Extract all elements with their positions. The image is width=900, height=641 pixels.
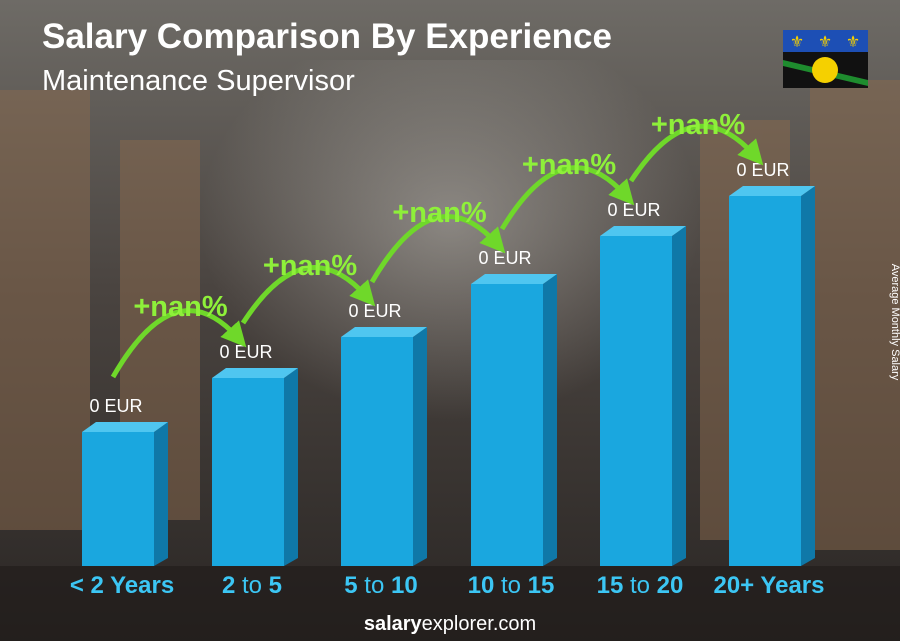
change-label: +nan%: [522, 149, 616, 181]
footer: salaryexplorer.com: [364, 613, 536, 635]
bar-front: [212, 378, 284, 566]
category-part: 20+ Years: [713, 572, 824, 599]
svg-text:⚜: ⚜: [818, 34, 832, 51]
category-part: 10: [468, 572, 495, 599]
category-part: 10: [391, 572, 418, 599]
value-label: 0 EUR: [736, 160, 789, 180]
category-label: 5 to 10: [344, 572, 417, 599]
value-label: 0 EUR: [348, 301, 401, 321]
category-part: to: [494, 572, 527, 599]
category-label: 10 to 15: [468, 572, 555, 599]
bar-top: [82, 422, 168, 432]
bar-front: [341, 337, 413, 566]
bar-front: [82, 432, 154, 566]
category-part: to: [358, 572, 391, 599]
value-label: 0 EUR: [607, 200, 660, 220]
svg-text:⚜: ⚜: [790, 34, 804, 51]
category-part: 15: [528, 572, 555, 599]
change-label: +nan%: [263, 250, 357, 282]
change-arrow: [369, 214, 506, 284]
category-part: 2: [222, 572, 235, 599]
change-label: +nan%: [651, 109, 745, 141]
flag: ⚜ ⚜ ⚜: [783, 30, 868, 88]
floor: [0, 566, 900, 641]
category-label: 20+ Years: [713, 572, 824, 599]
bar-top: [729, 186, 815, 196]
change-label: +nan%: [133, 291, 227, 323]
subtitle: Maintenance Supervisor: [42, 65, 355, 97]
bar-top: [600, 226, 686, 236]
category-label: < 2 Years: [70, 572, 174, 599]
category-label: 15 to 20: [597, 572, 684, 599]
category-part: 20: [657, 572, 684, 599]
bar-front: [471, 284, 543, 566]
bar-side: [543, 274, 557, 566]
bar-side: [154, 422, 168, 566]
bar-top: [212, 368, 298, 378]
footer-brand: salary: [364, 613, 423, 635]
category-part: 5: [269, 572, 282, 599]
category-label: 2 to 5: [222, 572, 282, 599]
axis-label: Average Monthly Salary: [889, 264, 900, 381]
bars: 0 EUR < 2 Years 0 EUR 2 to 5 0 EUR 5 to 10 0 E…: [70, 109, 825, 599]
change-arrow: [240, 264, 376, 325]
category-part: 15: [597, 572, 624, 599]
title: Salary Comparison By Experience: [42, 17, 612, 56]
value-label: 0 EUR: [219, 342, 272, 362]
change-label: +nan%: [392, 197, 486, 229]
change-arrow: [110, 308, 247, 379]
bar-side: [284, 368, 298, 566]
bar-top: [341, 327, 427, 337]
bar-front: [729, 196, 801, 566]
bar-side: [413, 327, 427, 566]
svg-text:⚜: ⚜: [846, 34, 860, 51]
category-part: < 2 Years: [70, 572, 174, 599]
bar-side: [672, 226, 686, 566]
category-part: to: [235, 572, 268, 599]
value-label: 0 EUR: [89, 396, 142, 416]
category-part: to: [623, 572, 656, 599]
change-arrow: [628, 123, 764, 183]
value-label: 0 EUR: [478, 248, 531, 268]
change-arrow: [499, 165, 635, 231]
bar-front: [600, 236, 672, 566]
category-part: 5: [344, 572, 357, 599]
footer-domain: explorer.com: [422, 613, 537, 635]
bar-side: [801, 186, 815, 566]
bar-top: [471, 274, 557, 284]
